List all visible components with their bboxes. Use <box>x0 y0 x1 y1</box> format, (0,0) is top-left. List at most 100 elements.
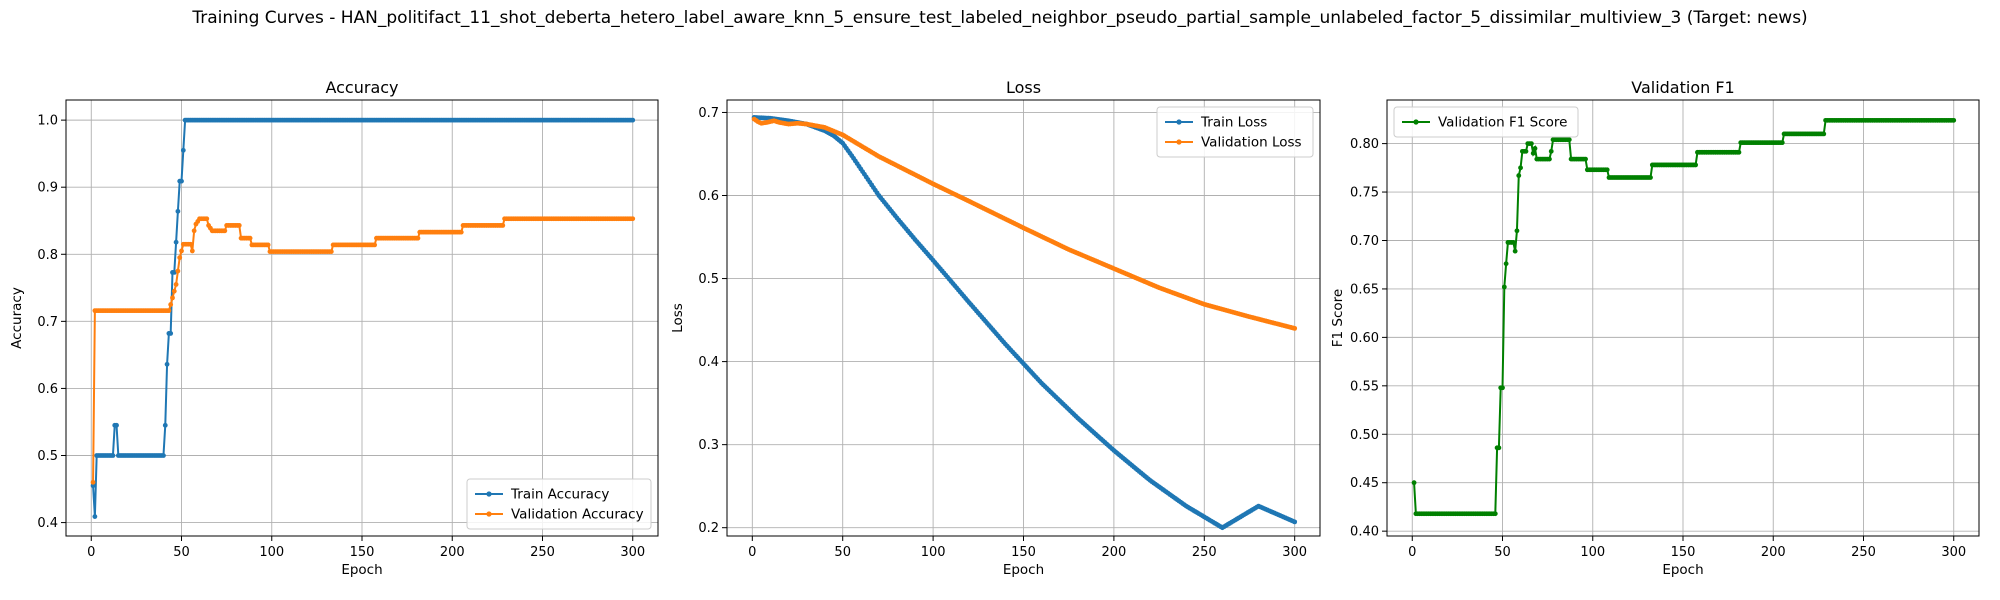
x-tick-label: 50 <box>173 545 190 560</box>
axes-title: Accuracy <box>325 78 398 97</box>
data-point <box>204 216 210 222</box>
series-1 <box>90 216 636 485</box>
data-point <box>328 249 334 254</box>
data-point <box>1514 228 1520 234</box>
series-line <box>754 116 1296 529</box>
data-point <box>168 331 174 336</box>
x-tick-label: 100 <box>259 545 284 560</box>
data-point <box>175 268 181 274</box>
data-point <box>1292 519 1298 525</box>
x-tick-label: 150 <box>1671 545 1696 560</box>
x-tick-label: 50 <box>834 545 851 560</box>
data-point <box>222 228 228 234</box>
series-line <box>92 217 633 483</box>
y-tick-label: 0.3 <box>698 438 719 453</box>
accuracy-panel: 0 50 100 150 200 250 300 0.4 0.5 0.6 0.7 0.8 0.9 1.0 A… <box>9 78 659 578</box>
data-point <box>1604 167 1610 173</box>
data-point <box>180 147 186 153</box>
data-point <box>1736 149 1742 155</box>
data-point <box>1523 148 1529 154</box>
data-point <box>1583 156 1588 162</box>
data-point <box>1518 165 1523 171</box>
legend-entry-label: Train Loss <box>1200 115 1267 131</box>
data-point <box>1411 480 1417 486</box>
y-tick-label: 0.4 <box>37 516 58 531</box>
x-tick-label: 0 <box>748 545 756 560</box>
series-0 <box>1411 117 1957 517</box>
y-tick-label: 0.80 <box>1350 137 1379 152</box>
data-point <box>164 361 170 367</box>
y-axis-label: Accuracy <box>9 287 25 349</box>
data-point <box>90 483 96 489</box>
y-tick-label: 0.75 <box>1350 186 1379 201</box>
x-axis-label: Epoch <box>1662 562 1703 578</box>
data-point <box>1547 156 1552 162</box>
x-tick-label: 250 <box>1851 545 1876 560</box>
data-point <box>1292 325 1298 331</box>
legend: Train Accuracy Validation Accuracy <box>466 478 652 530</box>
series-1 <box>751 116 1298 331</box>
data-point <box>630 117 636 123</box>
y-tick-label: 0.6 <box>698 189 719 204</box>
data-point <box>236 223 242 228</box>
data-point <box>188 241 193 247</box>
data-point <box>171 269 177 275</box>
data-point <box>90 479 96 485</box>
y-axis-label: Loss <box>670 303 686 333</box>
x-tick-label: 250 <box>530 545 555 560</box>
legend-frame <box>1156 106 1314 158</box>
data-point <box>1496 445 1502 451</box>
series-line <box>92 119 633 517</box>
data-point <box>177 255 183 261</box>
y-tick-label: 0.5 <box>37 449 58 464</box>
y-tick-label: 0.45 <box>1350 476 1379 491</box>
x-axis-label: Epoch <box>1003 562 1044 578</box>
x-tick-label: 50 <box>1494 545 1511 560</box>
legend: Train Loss Validation Loss <box>1156 106 1314 158</box>
legend: Validation F1 Score <box>1393 106 1579 138</box>
data-point <box>1951 117 1957 123</box>
data-point <box>500 223 506 228</box>
data-point <box>1648 175 1653 180</box>
series-line <box>1413 119 1954 515</box>
y-tick-label: 0.40 <box>1350 525 1379 540</box>
data-point <box>1548 148 1554 154</box>
x-tick-label: 200 <box>1761 545 1786 560</box>
series-0 <box>751 115 1298 531</box>
x-tick-label: 150 <box>350 545 375 560</box>
data-point <box>1693 162 1699 168</box>
data-point <box>189 248 195 254</box>
x-tick-label: 300 <box>1282 545 1307 560</box>
validation-f1-panel: 0 50 100 150 200 250 300 0.40 0.45 0.50 0.55 0.60 0.… <box>1330 78 1980 578</box>
y-tick-label: 0.50 <box>1350 428 1379 443</box>
data-point <box>1501 284 1507 290</box>
data-point <box>168 302 174 307</box>
y-tick-label: 0.7 <box>698 106 719 121</box>
legend-entry-label: Validation F1 Score <box>1438 115 1567 131</box>
loss-panel: 0 50 100 150 200 250 300 0.2 0.3 0.4 0.5 0.6 0.7 Loss… <box>670 78 1321 578</box>
data-point <box>175 208 181 214</box>
legend-swatch-marker <box>486 511 492 517</box>
y-tick-label: 0.8 <box>37 248 58 263</box>
data-point <box>1566 137 1572 143</box>
data-point <box>1516 173 1522 178</box>
x-axis-label: Epoch <box>341 562 382 578</box>
x-tick-label: 300 <box>1941 545 1966 560</box>
legend-swatch-marker <box>486 491 492 497</box>
legend-frame <box>1393 106 1579 138</box>
legend-swatch-marker <box>1176 119 1182 125</box>
data-point <box>110 453 116 458</box>
y-tick-label: 0.5 <box>698 272 719 287</box>
data-point <box>1528 141 1534 147</box>
data-point <box>179 248 184 254</box>
y-tick-label: 1.0 <box>37 114 58 129</box>
data-point <box>161 453 166 458</box>
data-point <box>162 422 168 428</box>
series-0 <box>90 117 636 519</box>
data-point <box>1510 240 1516 245</box>
y-tick-label: 0.60 <box>1350 331 1379 346</box>
legend-swatch-marker <box>1176 139 1182 145</box>
data-point <box>179 178 184 184</box>
data-point <box>1500 385 1505 391</box>
